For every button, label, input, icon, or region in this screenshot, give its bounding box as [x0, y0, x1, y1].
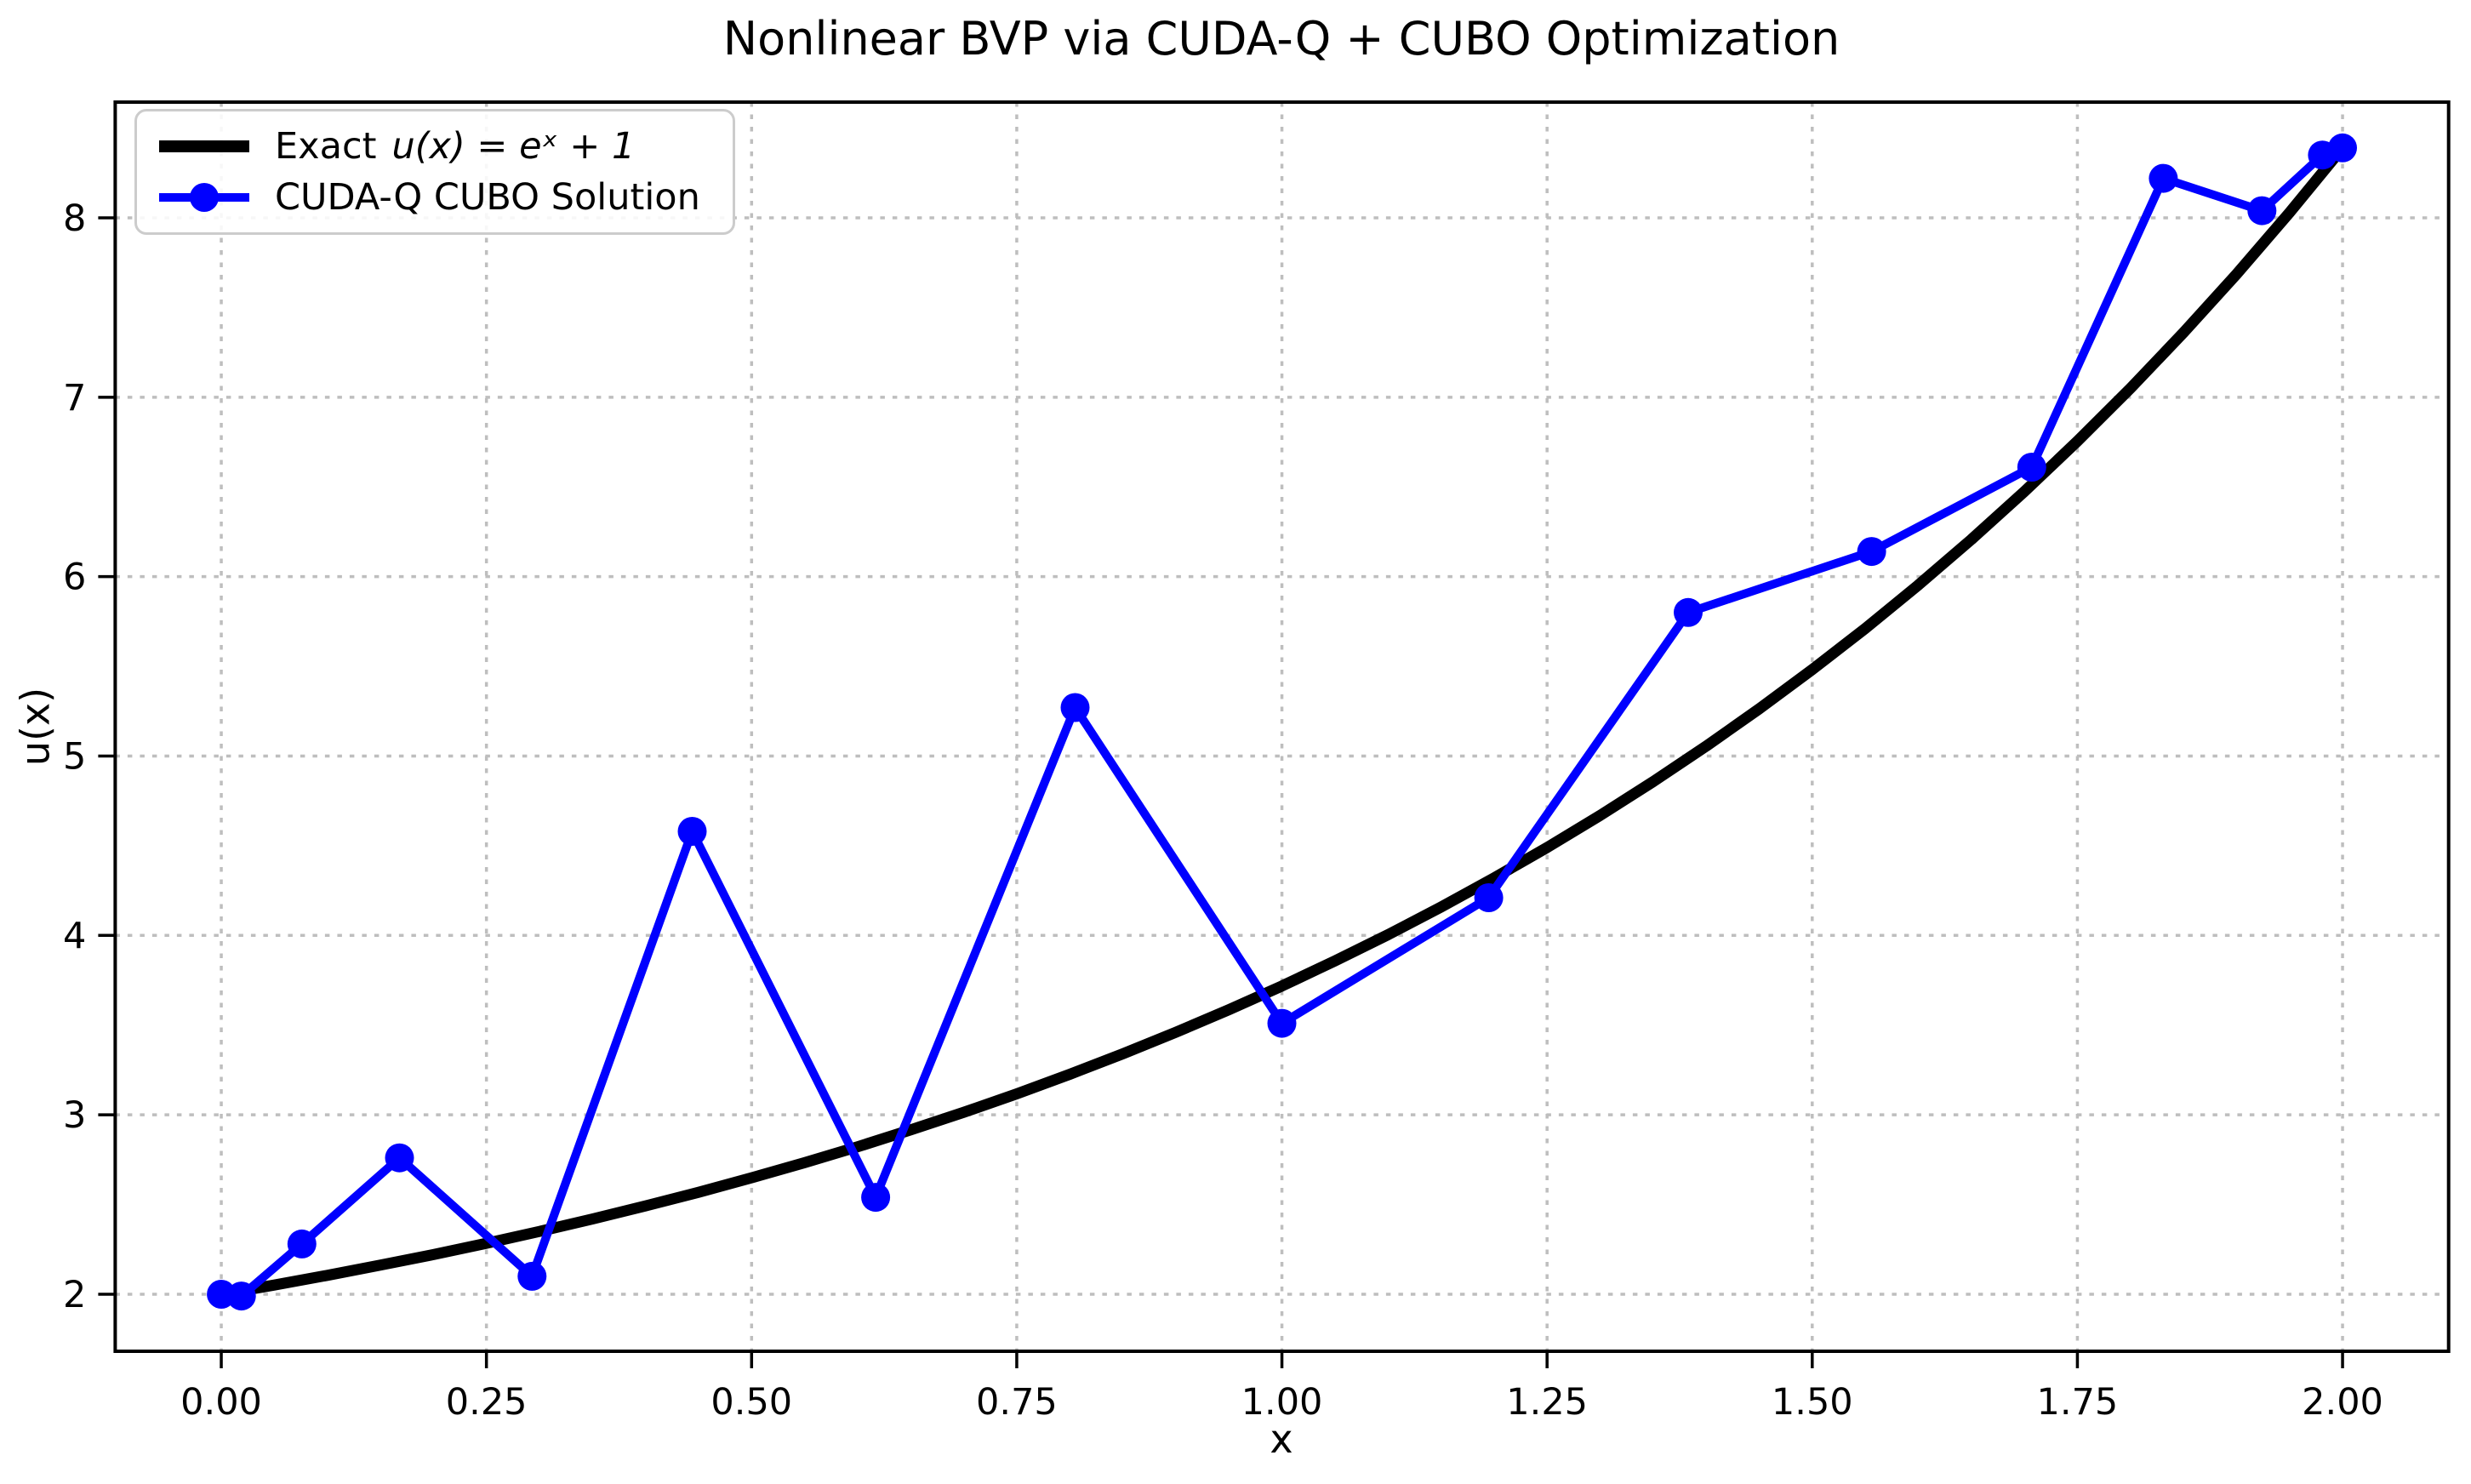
solution-marker: [517, 1261, 547, 1291]
legend-label-solution: CUDA-Q CUBO Solution: [275, 176, 700, 219]
x-tick-label: 2.00: [2302, 1381, 2383, 1424]
x-tick-label: 1.00: [1241, 1381, 1323, 1424]
solution-marker: [2247, 196, 2277, 225]
chart-title: Nonlinear BVP via CUDA-Q + CUBO Optimiza…: [722, 12, 1840, 66]
axes-frame: [113, 100, 2451, 1353]
x-tick-label: 1.75: [2037, 1381, 2119, 1424]
solution-marker: [677, 817, 707, 846]
solution-marker: [861, 1183, 891, 1213]
legend: Exact u(x) = eˣ + 1 CUDA-Q CUBO Solution: [134, 109, 735, 235]
y-tick-label: 4: [63, 915, 86, 957]
legend-item-solution: CUDA-Q CUBO Solution: [159, 176, 724, 219]
y-tick-label: 2: [63, 1274, 86, 1316]
solution-marker: [2017, 453, 2046, 482]
solution-marker: [287, 1229, 317, 1259]
solution-marker: [1474, 883, 1504, 912]
solution-marker: [1857, 537, 1886, 567]
y-tick-label: 6: [63, 556, 86, 599]
legend-label-exact-prefix: Exact: [275, 125, 377, 168]
x-tick-label: 0.75: [976, 1381, 1058, 1424]
x-tick-label: 1.50: [1772, 1381, 1853, 1424]
solution-line-sample: [159, 183, 249, 212]
solution-marker: [1267, 1008, 1297, 1038]
solution-marker: [1060, 693, 1090, 722]
legend-label-exact-math: u(x) = eˣ + 1: [391, 125, 636, 168]
y-tick-label: 5: [63, 735, 86, 778]
exact-line-sample: [159, 140, 249, 152]
solution-marker: [2328, 133, 2357, 163]
solution-marker-sample: [190, 183, 219, 212]
solution-marker: [2149, 163, 2178, 193]
solution-marker: [385, 1143, 414, 1173]
x-tick-label: 0.25: [446, 1381, 528, 1424]
y-tick-label: 8: [63, 197, 86, 240]
solution-marker: [226, 1281, 256, 1311]
solution-marker: [1674, 597, 1703, 627]
y-tick-label: 7: [63, 377, 86, 420]
exact-curve: [215, 142, 2348, 1300]
x-tick-label: 0.00: [180, 1381, 262, 1424]
y-tick-label: 3: [63, 1094, 86, 1137]
x-tick-label: 1.25: [1506, 1381, 1588, 1424]
x-axis-label: x: [1270, 1416, 1293, 1462]
x-tick-label: 0.50: [710, 1381, 792, 1424]
legend-label-exact: Exact u(x) = eˣ + 1: [275, 125, 635, 168]
y-axis-label: u(x): [12, 687, 59, 767]
legend-item-exact: Exact u(x) = eˣ + 1: [159, 125, 724, 168]
